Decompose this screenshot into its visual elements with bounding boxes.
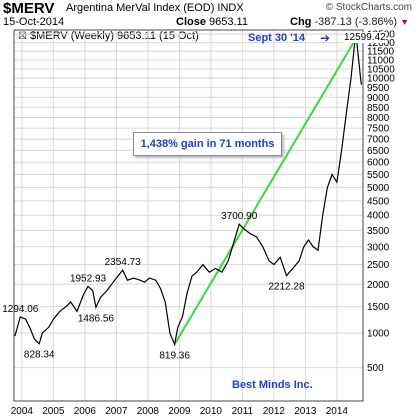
y-tick-label: 5000 xyxy=(367,183,390,194)
price-point-label: 2212.28 xyxy=(268,282,305,293)
y-tick-label: 8000 xyxy=(367,113,390,124)
right-arrow-icon: ➔ xyxy=(320,31,331,45)
close-group: Close 9653.11 xyxy=(176,16,248,28)
price-point-label: 1486.56 xyxy=(78,313,115,324)
y-tick-label: 4000 xyxy=(367,211,390,222)
x-tick-label: 2007 xyxy=(105,406,128,417)
x-tick-label: 2009 xyxy=(168,406,191,417)
sept-30-label: Sept 30 '14 xyxy=(248,32,306,44)
chart-grid xyxy=(14,30,363,401)
x-tick-label: 2010 xyxy=(200,406,223,417)
y-tick-label: 2500 xyxy=(367,260,390,271)
y-tick-label: 3500 xyxy=(367,226,390,237)
quote-date: 15-Oct-2014 xyxy=(3,16,65,28)
down-triangle-icon: ▼ xyxy=(400,17,409,27)
price-point-label: 3700.90 xyxy=(221,211,258,222)
trend-line xyxy=(173,31,361,345)
x-tick-label: 2011 xyxy=(232,406,254,417)
y-axis-ticks: 500 1000 1500 2000 2500 3000 3500 4000 4500 5000 5… xyxy=(367,30,395,375)
point-labels: 1294.06 828.34 1952.93 1486.56 2354.73 819.36… xyxy=(2,211,305,361)
y-tick-label: 10000 xyxy=(367,74,395,85)
x-tick-label: 2013 xyxy=(294,406,317,417)
price-point-label: 1294.06 xyxy=(2,304,39,315)
y-tick-label: 1000 xyxy=(367,329,390,340)
peak-value-label: 12599.42 xyxy=(344,32,386,43)
gain-annotation-box: 1,438% gain in 71 months xyxy=(133,132,282,156)
price-point-label: 819.36 xyxy=(159,350,190,361)
exchange-code: INDX xyxy=(217,2,244,14)
plot-frame xyxy=(13,29,364,402)
x-tick-label: 2004 xyxy=(11,406,34,417)
x-tick-label: 2006 xyxy=(74,406,97,417)
y-tick-label: 12000 xyxy=(367,38,395,49)
price-point-label: 828.34 xyxy=(24,350,55,361)
change-group: Chg -387.13 (-3.86%) ▼ xyxy=(290,16,409,28)
index-name: Argentina MerVal Index (EOD) xyxy=(66,2,215,14)
change-value: -387.13 (-3.86%) xyxy=(314,16,397,28)
y-tick-label: 7500 xyxy=(367,124,390,135)
y-tick-label: 8500 xyxy=(367,103,390,114)
y-tick-label: 6000 xyxy=(367,158,390,169)
y-tick-label: 4500 xyxy=(367,196,390,207)
y-tick-label: 1500 xyxy=(367,302,390,313)
price-series-line xyxy=(14,32,362,347)
legend-text: $MERV (Weekly) 9653.11 (15 Oct) xyxy=(30,30,199,42)
credit-label: Best Minds Inc. xyxy=(232,379,313,391)
price-point-label: 1952.93 xyxy=(70,273,107,284)
price-point-label: 2354.73 xyxy=(105,257,142,268)
y-tick-label: 11000 xyxy=(367,55,395,66)
y-tick-label: 10500 xyxy=(367,64,395,75)
series-legend: ☒ $MERV (Weekly) 9653.11 (15 Oct) xyxy=(18,30,199,42)
y-tick-label: 3000 xyxy=(367,242,390,253)
close-value: 9653.11 xyxy=(209,16,248,28)
y-tick-label: 9500 xyxy=(367,83,390,94)
y-tick-label: 11500 xyxy=(367,47,395,58)
x-tick-label: 2005 xyxy=(42,406,65,417)
x-axis-ticks: 2004 2005 2006 2007 2008 2009 2010 2011 2012 2013… xyxy=(11,406,349,417)
x-tick-label: 2014 xyxy=(326,406,349,417)
y-tick-label: 7000 xyxy=(367,135,390,146)
legend-box-icon: ☒ xyxy=(18,31,27,42)
index-full-name: Argentina MerVal Index (EOD) INDX xyxy=(66,2,244,14)
y-tick-label: 5500 xyxy=(367,170,390,181)
stockcharts-brand[interactable]: © StockCharts.com xyxy=(325,2,412,13)
close-label: Close xyxy=(176,16,206,28)
ticker-symbol: $MERV xyxy=(3,0,55,17)
y-tick-label: 2000 xyxy=(367,280,390,291)
x-tick-label: 2008 xyxy=(137,406,160,417)
x-tick-label: 2012 xyxy=(263,406,286,417)
y-tick-label: 9000 xyxy=(367,93,390,104)
change-label: Chg xyxy=(290,16,312,28)
y-tick-label: 6500 xyxy=(367,146,390,157)
y-tick-label: 500 xyxy=(367,363,384,374)
